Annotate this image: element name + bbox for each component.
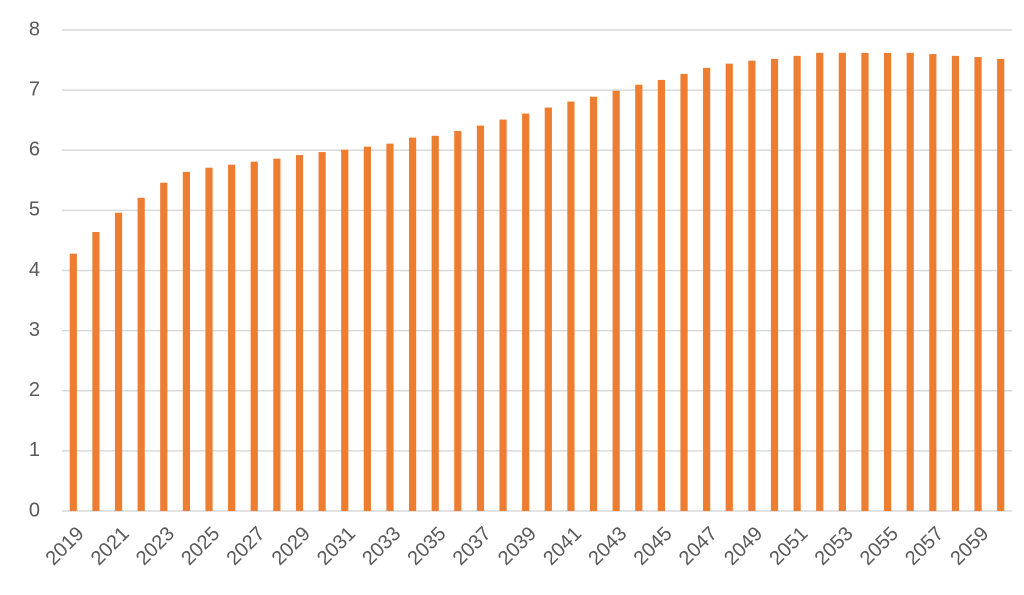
x-tick-label: 2043 — [584, 523, 631, 570]
bar — [929, 54, 937, 512]
bar — [997, 58, 1005, 512]
bar — [680, 73, 688, 512]
y-tick-label: 7 — [29, 78, 40, 100]
bar — [160, 182, 168, 511]
x-tick-label: 2041 — [539, 523, 586, 570]
bar — [861, 52, 869, 511]
x-tick-label: 2049 — [720, 523, 767, 570]
bar — [386, 143, 394, 512]
y-tick-label: 1 — [29, 439, 40, 461]
bar — [92, 232, 100, 511]
x-tick-label: 2037 — [449, 523, 496, 570]
bar — [69, 253, 77, 512]
bar — [114, 212, 123, 511]
bar — [816, 52, 824, 511]
bar — [363, 146, 371, 511]
y-tick-label: 2 — [29, 379, 40, 401]
bar — [748, 60, 756, 511]
x-tick-label: 2051 — [765, 523, 812, 570]
y-tick-label: 4 — [29, 259, 40, 281]
bar — [906, 52, 914, 511]
x-tick-label: 2053 — [811, 523, 858, 570]
bar — [341, 149, 349, 511]
x-tick-label: 2019 — [42, 523, 89, 570]
bar — [431, 135, 439, 511]
y-tick-label: 6 — [29, 139, 40, 161]
bar — [974, 57, 982, 512]
bar — [951, 55, 960, 511]
bar — [454, 131, 462, 511]
y-tick-label: 5 — [29, 199, 40, 221]
bar — [793, 55, 801, 511]
x-tick-label: 2055 — [856, 523, 903, 570]
x-tick-label: 2033 — [358, 523, 405, 570]
bar — [228, 164, 236, 511]
bar — [838, 52, 846, 511]
bar — [589, 96, 598, 512]
x-tick-label: 2045 — [630, 523, 677, 570]
x-tick-label: 2035 — [403, 523, 450, 570]
bar — [883, 52, 892, 511]
bar — [635, 84, 643, 512]
bar — [770, 58, 779, 512]
bar — [499, 119, 507, 512]
bar — [295, 155, 304, 511]
bar — [250, 161, 258, 511]
bar — [725, 63, 733, 512]
bar — [137, 197, 145, 511]
bar — [567, 101, 575, 511]
y-tick-label: 8 — [29, 18, 40, 40]
x-tick-label: 2029 — [268, 523, 315, 570]
bar — [612, 90, 620, 511]
x-tick-label: 2047 — [675, 523, 722, 570]
y-tick-label: 3 — [29, 319, 40, 341]
bar — [522, 113, 530, 511]
x-tick-label: 2031 — [313, 523, 360, 570]
x-tick-label: 2023 — [132, 523, 179, 570]
x-tick-label: 2027 — [223, 523, 270, 570]
x-tick-label: 2025 — [177, 523, 224, 570]
bar — [703, 67, 711, 511]
bar — [182, 171, 191, 511]
bar — [205, 167, 213, 511]
bar — [544, 107, 552, 511]
x-tick-label: 2039 — [494, 523, 541, 570]
x-tick-label: 2021 — [87, 523, 134, 570]
bar — [273, 158, 281, 512]
bar — [408, 137, 417, 511]
y-tick-label: 0 — [29, 499, 40, 521]
bar — [476, 125, 485, 511]
bar — [657, 79, 666, 511]
x-tick-label: 2057 — [901, 523, 948, 570]
bar — [318, 152, 326, 511]
x-tick-label: 2059 — [946, 523, 993, 570]
